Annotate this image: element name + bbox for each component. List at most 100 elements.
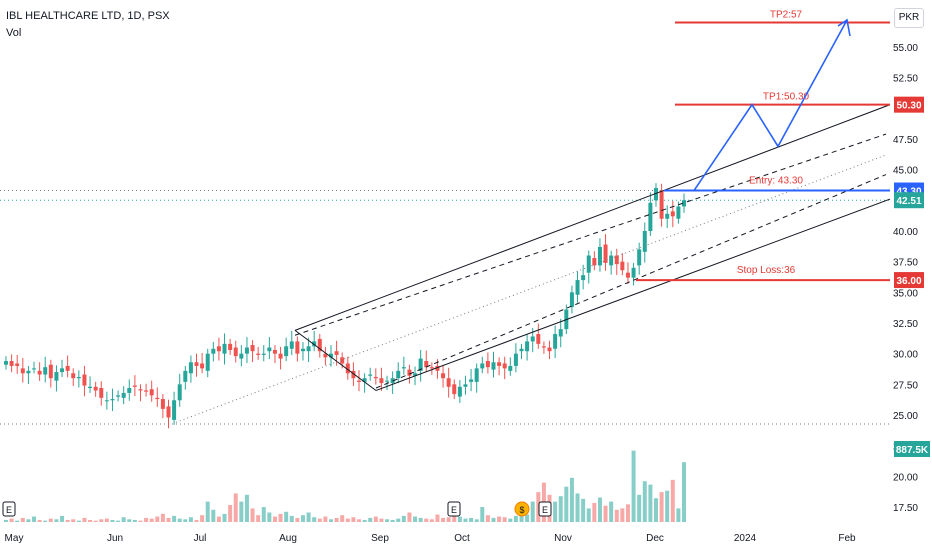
x-tick-label: Oct (454, 533, 470, 544)
candle-body (586, 255, 591, 273)
volume-bar (385, 519, 390, 522)
volume-bar (272, 516, 277, 522)
volume-bar (132, 519, 137, 522)
candle-body (413, 373, 418, 376)
event-marker-label: E (451, 505, 457, 515)
candle-body (194, 362, 199, 366)
currency-selector[interactable]: PKR (894, 8, 924, 28)
volume-bar (228, 505, 233, 522)
candle-body (379, 378, 384, 384)
volume-bar (536, 492, 541, 522)
candle-body (71, 373, 76, 379)
candle-body (155, 397, 160, 400)
volume-bar (418, 517, 423, 522)
price-badge-label: 36.00 (896, 276, 921, 287)
volume-bar (65, 519, 70, 522)
candle-body (211, 348, 216, 354)
volume-bar (345, 518, 350, 522)
volume-bar (368, 517, 373, 522)
candle-body (469, 379, 474, 382)
candle-body (272, 349, 277, 354)
volume-bar (256, 515, 261, 522)
volume-bar (43, 520, 48, 522)
candle-body (278, 353, 283, 359)
candle-body (575, 280, 580, 295)
y-tick-label: 52.50 (893, 74, 918, 85)
channel-left-edge (294, 329, 377, 391)
volume-bar (513, 515, 518, 522)
volume-bar (88, 519, 93, 522)
candle-body (82, 374, 87, 386)
candle-body (289, 341, 294, 349)
candle-body (648, 202, 653, 231)
candle-body (497, 362, 502, 366)
volume-bar (127, 519, 132, 522)
candle-body (340, 357, 345, 364)
candle-body (233, 347, 238, 357)
volume-bar (328, 519, 333, 522)
candle-body (682, 200, 686, 207)
volume-bar (429, 519, 434, 522)
y-tick-label: 40.00 (893, 227, 918, 238)
volume-bar (457, 516, 462, 522)
volume-bar (659, 492, 664, 522)
candle-body (676, 206, 681, 219)
projection-path (693, 19, 848, 191)
volume-bar (261, 507, 266, 522)
volume-bar (20, 517, 25, 522)
volume-bar (581, 498, 586, 522)
volume-bar (497, 516, 502, 522)
volume-bar (502, 517, 507, 522)
dividend-marker (514, 501, 530, 517)
volume-bar (413, 516, 418, 522)
volume-bar (469, 517, 474, 522)
volume-badge-label: 887.5K (896, 445, 929, 456)
volume-bar (48, 518, 53, 522)
candle-body (37, 370, 42, 375)
volume-bar (9, 518, 14, 522)
volume-bar (250, 508, 255, 522)
volume-bar (463, 518, 468, 522)
volume-bar (401, 515, 406, 522)
y-tick-label: 35.00 (893, 288, 918, 299)
candle-body (250, 345, 255, 352)
volume-bar (239, 501, 244, 522)
volume-bar (300, 515, 305, 522)
volume-bar (4, 519, 8, 522)
candle-body (300, 348, 305, 352)
volume-bar (474, 519, 479, 522)
volume-bar (609, 501, 614, 522)
candle-body (401, 367, 406, 369)
candle-body (60, 368, 65, 373)
y-tick-label: 37.50 (893, 258, 918, 269)
volume-bar (93, 520, 98, 522)
candle-body (480, 363, 485, 369)
stop-label: Stop Loss:36 (737, 265, 796, 276)
candle-body (166, 406, 171, 418)
candle-body (385, 380, 390, 382)
price-badge-label: 43.30 (896, 187, 921, 198)
y-tick-label: 47.50 (893, 135, 918, 146)
volume-bar (138, 520, 143, 522)
volume-bar (278, 513, 283, 522)
volume-bar (116, 520, 121, 522)
volume-bar (525, 514, 530, 522)
volume-badge (894, 441, 930, 457)
price-badge-label: 42.51 (896, 196, 921, 207)
candle-body (429, 367, 434, 369)
candle-body (334, 351, 339, 355)
y-tick-label: 25.00 (893, 411, 918, 422)
candle-body (200, 363, 205, 369)
volume-bar (424, 518, 429, 522)
candle-body (362, 378, 367, 382)
volume-bar (575, 493, 580, 522)
volume-bar (317, 518, 322, 522)
volume-bar (323, 516, 328, 522)
candle-body (603, 244, 608, 263)
candle-body (244, 347, 249, 354)
tp2-label: TP2:57 (770, 9, 803, 20)
candle-body (435, 365, 440, 371)
volume-bar (491, 517, 496, 522)
